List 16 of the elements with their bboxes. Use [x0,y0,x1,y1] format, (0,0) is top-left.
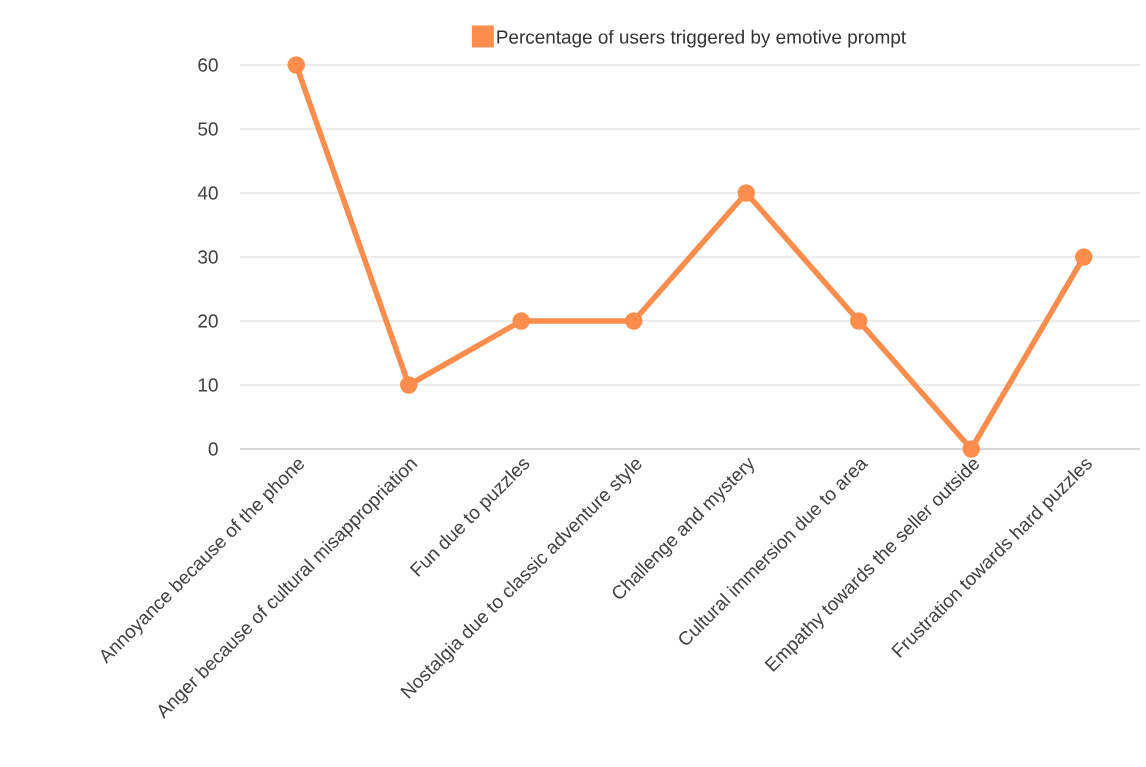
point [512,312,530,330]
y-tick-label: 40 [197,186,218,200]
y-tick-label: 30 [198,250,218,264]
point [737,184,755,202]
y-tick-label: 50 [198,122,218,136]
y-tick-label: 20 [198,314,218,328]
y-tick-label: 10 [198,378,218,392]
point [1075,248,1093,266]
legend-label: Percentage of users triggered by emotive prompt [497,29,906,48]
y-tick-label: 0 [208,442,218,456]
point [850,312,868,330]
point [962,440,980,458]
point [287,56,305,74]
y-tick-label: 60 [198,58,218,72]
point [400,376,418,394]
point [625,312,643,330]
